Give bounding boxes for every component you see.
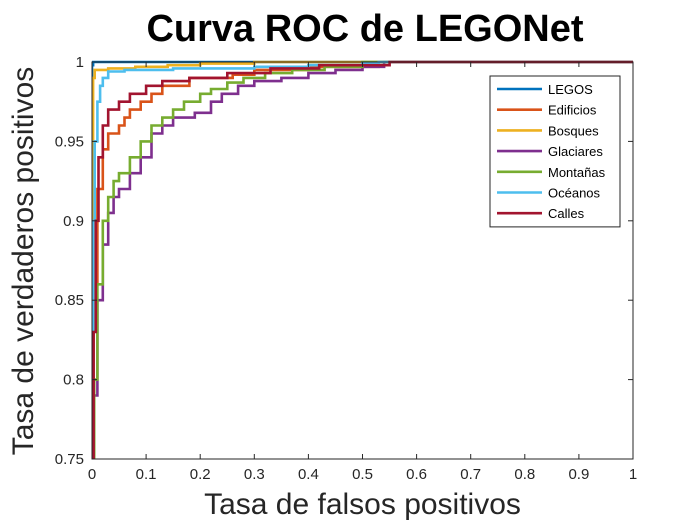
x-axis-label: Tasa de falsos positivos <box>204 488 521 521</box>
y-tick-label: 0.9 <box>63 213 84 230</box>
legend-label: Glaciares <box>548 144 603 159</box>
y-tick-label: 0.95 <box>55 133 84 150</box>
series-line-3 <box>92 60 633 459</box>
x-tick-label: 0.8 <box>514 466 535 483</box>
x-tick-label: 0.1 <box>136 466 157 483</box>
series-line-2 <box>92 60 633 459</box>
y-tick-label: 0.75 <box>55 451 84 468</box>
x-tick-label: 0 <box>88 466 96 483</box>
legend-label: Bosques <box>548 123 599 138</box>
legend-label: Montañas <box>548 165 606 180</box>
legend: LEGOS Edificios Bosques Glaciares Montañas Oc… <box>489 75 621 228</box>
series-layer <box>92 60 633 459</box>
y-tick-label: 0.85 <box>55 292 84 309</box>
y-tick-label: 0.8 <box>63 372 84 389</box>
x-tick-label: 0.7 <box>460 466 481 483</box>
x-tick-label: 0.6 <box>406 466 427 483</box>
x-tick-label: 0.2 <box>190 466 211 483</box>
y-axis-label-wrap: Tasa de verdaderos positivos <box>0 62 48 459</box>
legend-label: Edificios <box>548 103 597 118</box>
axes-layer: 0 0.1 0.2 0.3 0.4 0.5 0.6 0.7 0.8 0.9 1 0.75 0.8 0.85… <box>55 54 637 483</box>
series-line-6 <box>92 60 633 459</box>
chart-title: Curva ROC de LEGONet <box>146 8 584 50</box>
legend-label: LEGOS <box>548 82 593 97</box>
legend-label: Océanos <box>548 186 601 201</box>
x-tick-label: 0.4 <box>298 466 319 483</box>
x-tick-label: 0.3 <box>244 466 265 483</box>
y-tick-label: 1 <box>76 54 84 71</box>
legend-label: Calles <box>548 206 585 221</box>
x-tick-label: 1 <box>629 466 637 483</box>
x-tick-label: 0.9 <box>568 466 589 483</box>
series-line-1 <box>92 60 633 459</box>
x-tick-label: 0.5 <box>352 466 373 483</box>
y-axis-label: Tasa de verdaderos positivos <box>7 66 40 455</box>
